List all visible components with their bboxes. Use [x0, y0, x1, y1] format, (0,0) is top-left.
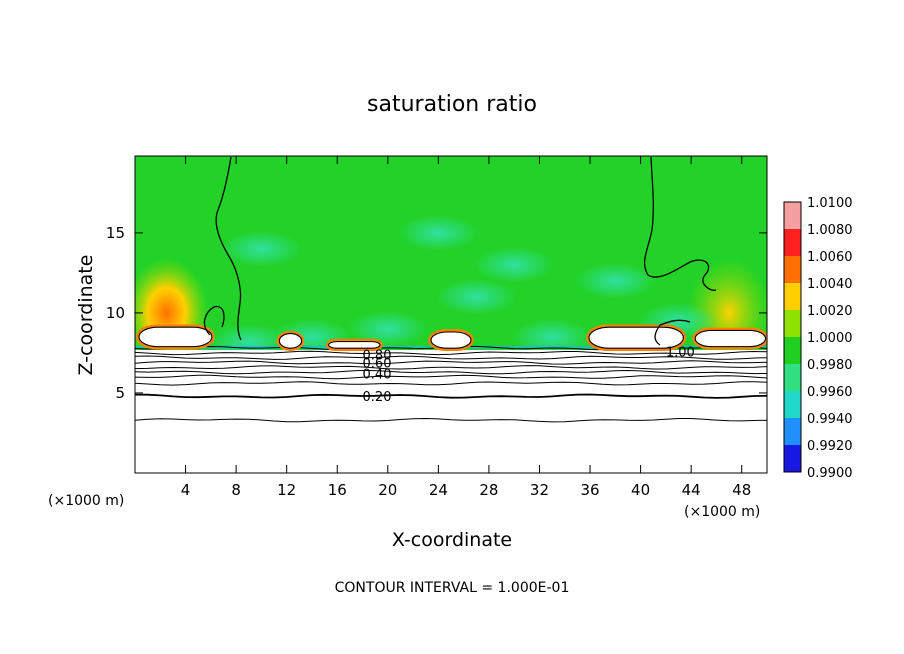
x-tick-label-10: 44	[682, 481, 701, 499]
contour-line-below-3	[135, 374, 767, 380]
colorbar-segment-0	[784, 202, 801, 230]
x-tick-label-3: 16	[328, 481, 347, 499]
contour-line-1.00-right	[644, 156, 717, 346]
colorbar: 1.0100 1.0080 1.0060 1.0040 1.0020 1.0000 0.99…	[783, 196, 853, 481]
x-tick-label-8: 36	[580, 481, 599, 499]
colorbar-label-5: 1.0000	[807, 331, 853, 346]
colorbar-segment-6	[784, 364, 801, 392]
cloud-region-5	[276, 330, 305, 351]
contour-line-below-1	[135, 393, 767, 399]
x-tick-label-9: 40	[631, 481, 650, 499]
x-tick-label-0: 4	[181, 481, 191, 499]
cool-patch-4	[512, 318, 593, 355]
contour-interval-note: CONTOUR INTERVAL = 1.000E-01	[335, 580, 570, 596]
contour-line-below-6	[135, 360, 767, 365]
colorbar-label-0: 1.0100	[807, 196, 853, 211]
x-tick-label-4: 20	[378, 481, 397, 499]
contour-line-below-0	[135, 417, 767, 423]
colorbar-segment-3	[784, 283, 801, 311]
colorbar-frame	[783, 201, 802, 473]
colorbar-segment-9	[784, 445, 801, 473]
colorbar-segment-8	[784, 418, 801, 446]
colorbar-label-8: 0.9940	[807, 412, 853, 427]
x-unit-left: (×1000 m)	[48, 493, 124, 509]
cloud-region-6	[325, 338, 383, 351]
x-tick-label-2: 12	[277, 481, 296, 499]
cool-patch-9	[474, 246, 555, 283]
contour-label-4: 1.00	[666, 345, 695, 360]
colorbar-label-9: 0.9920	[807, 439, 853, 454]
x-axis-ticks: 4 8 12 16 20 24 28 32 36 40 44 48	[181, 156, 751, 499]
colorbar-label-3: 1.0040	[807, 277, 853, 292]
contour-label-1: 0.40	[363, 368, 392, 383]
y-axis-title: Z-coordinate	[75, 255, 97, 376]
x-tick-label-7: 32	[530, 481, 549, 499]
y-tick-label-0: 5	[115, 384, 125, 402]
cloud-outline-7	[430, 331, 472, 349]
cloud-outline-9	[694, 329, 767, 348]
colorbar-label-10: 0.9900	[807, 466, 853, 481]
y-axis-ticks: 5 10 15	[106, 224, 767, 402]
plot-area: 0.20 0.400.600.80 1.00	[135, 156, 767, 473]
chart-title: saturation ratio	[367, 92, 537, 117]
x-tick-label-1: 8	[231, 481, 241, 499]
colorbar-segment-4	[784, 310, 801, 338]
y-tick-label-2: 15	[106, 224, 125, 242]
cloud-region-4	[136, 324, 215, 350]
contour-line-below-7	[135, 355, 767, 360]
x-tick-label-5: 24	[429, 481, 448, 499]
cloud-region-9	[692, 327, 767, 350]
contour-lines-below-cloud-base	[135, 345, 767, 423]
colorbar-segment-5	[784, 337, 801, 365]
x-tick-label-6: 28	[479, 481, 498, 499]
colorbar-label-2: 1.0060	[807, 250, 853, 265]
cloud-outline-8	[588, 326, 684, 349]
y-tick-label-1: 10	[106, 304, 125, 322]
cool-patch-5	[575, 262, 656, 299]
contour-label-0: 0.20	[363, 390, 392, 405]
cloud-region-7	[428, 329, 474, 351]
contour-line-below-2	[135, 381, 767, 386]
cloud-region-8	[586, 324, 687, 351]
contour-line-1.00-left	[203, 156, 242, 341]
x-unit-right: (×1000 m)	[684, 504, 760, 520]
contour-line-below-5	[135, 365, 767, 370]
colorbar-label-1: 1.0080	[807, 223, 853, 238]
contour-label-2: 0.60	[363, 357, 392, 372]
x-tick-label-11: 48	[732, 481, 751, 499]
subsaturated-region	[135, 350, 767, 473]
colorbar-label-7: 0.9960	[807, 385, 853, 400]
cool-patch-2	[347, 310, 428, 347]
cloud-outline-4	[138, 326, 213, 348]
colorbar-segment-1	[784, 229, 801, 257]
colorbar-label-4: 1.0020	[807, 304, 853, 319]
cloud-outline-6	[328, 341, 381, 349]
cool-patch-7	[221, 230, 302, 267]
cool-patch-3	[436, 278, 517, 315]
cool-patch-8	[398, 214, 479, 251]
contour-label-3: 0.80	[363, 349, 392, 364]
contour-line-below-4	[135, 369, 767, 375]
colorbar-label-6: 0.9980	[807, 358, 853, 373]
contour-labels: 0.20 0.400.600.80 1.00	[363, 345, 695, 405]
cloud-outline-5	[278, 333, 303, 349]
plot-frame	[134, 155, 768, 474]
colorbar-segment-2	[784, 256, 801, 284]
colorbar-segment-7	[784, 391, 801, 419]
x-axis-title: X-coordinate	[392, 529, 512, 551]
contour-line-below-8	[135, 350, 767, 356]
